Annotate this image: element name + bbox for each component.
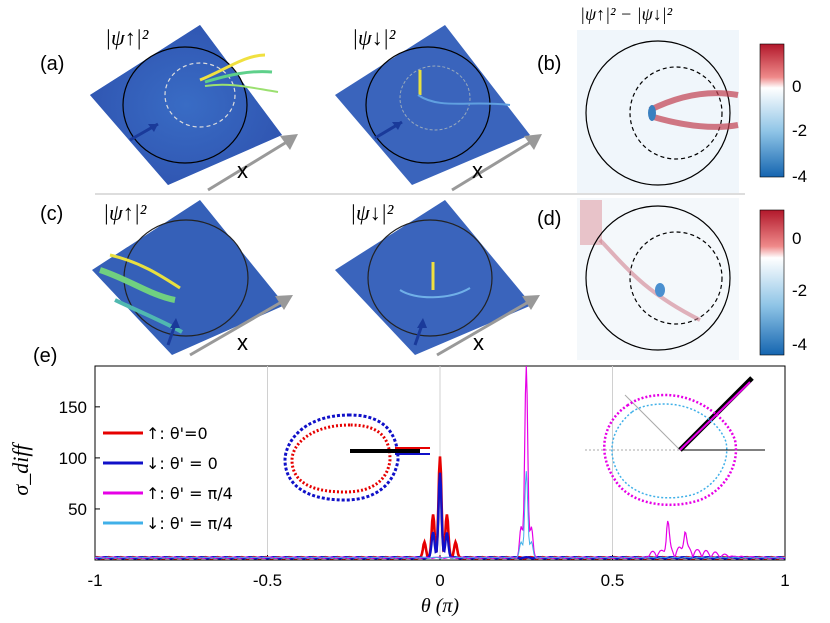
legend: ↑: θ'=0 ↓: θ' = 0 ↑: θ' = π/4 ↓: θ' = π/4 <box>103 424 233 533</box>
surface-plot-c-down <box>335 200 532 355</box>
axis-label-x-c-down: x <box>473 330 484 355</box>
axis-arrow-c-up <box>189 295 293 357</box>
panel-d-label: (d) <box>537 208 561 230</box>
x-tick-label: 1 <box>780 571 789 590</box>
panel-a-title-up: |ψ↑|² <box>105 25 149 50</box>
surface-plot-c-up <box>92 200 285 355</box>
panel-a-title-down: |ψ↓|² <box>352 25 396 50</box>
colorbar-d: 0 -2 -4 <box>759 209 807 356</box>
legend-entry: ↑: θ' = π/4 <box>146 484 233 503</box>
panel-b-label: (b) <box>537 53 561 75</box>
heatmap-b <box>577 30 739 193</box>
polar-inset-theta-0 <box>283 413 430 502</box>
surface-plot-a-down <box>335 25 530 185</box>
colorbar-b: 0 -2 -4 <box>759 43 807 186</box>
y-tick-label: 50 <box>68 500 87 519</box>
axis-label-x-c-up: x <box>237 330 248 355</box>
colorbar-b-tick-0: 0 <box>792 77 801 96</box>
chart-e: -1 -0.5 0 0.5 1 50 100 150 <box>59 365 790 590</box>
colorbar-b-tick-1: -2 <box>792 121 807 140</box>
y-ticks: 50 100 150 <box>59 398 100 519</box>
legend-entry: ↓: θ' = π/4 <box>146 514 233 533</box>
panel-c-title-down: |ψ↓|² <box>350 200 394 225</box>
panel-a-label: (a) <box>40 53 64 75</box>
y-tick-label: 100 <box>59 449 87 468</box>
polar-inset-theta-pi4 <box>585 376 765 506</box>
colorbar-d-tick-2: -4 <box>792 335 807 354</box>
panel-e-label: (e) <box>33 345 57 367</box>
x-tick-label: -1 <box>87 571 102 590</box>
heatmap-d <box>577 198 739 360</box>
y-tick-label: 150 <box>59 398 87 417</box>
x-tick-label: 0 <box>435 571 444 590</box>
axis-label-x-a-up: x <box>237 158 248 183</box>
panel-c-label: (c) <box>40 203 63 225</box>
series-line-4 <box>94 471 786 560</box>
surface-plot-a-up <box>90 25 282 185</box>
axis-arrow-a-down <box>451 134 542 192</box>
colorbar-d-tick-1: -2 <box>792 281 807 300</box>
series-line-3 <box>94 365 786 560</box>
axis-arrow-c-down <box>436 295 540 357</box>
x-ticks: -1 -0.5 0 0.5 1 <box>87 555 790 590</box>
colorbar-b-tick-2: -4 <box>792 167 807 186</box>
y-axis-label: σ_diff <box>8 442 33 496</box>
panel-c-title-up: |ψ↑|² <box>103 200 147 225</box>
axis-arrow-a-up <box>207 134 298 192</box>
legend-entry: ↑: θ'=0 <box>146 424 208 443</box>
series-curves <box>94 365 786 560</box>
axis-label-x-a-down: x <box>472 158 483 183</box>
x-tick-label: 0.5 <box>601 571 625 590</box>
legend-entry: ↓: θ' = 0 <box>146 454 218 473</box>
x-axis-label: θ (π) <box>421 595 460 617</box>
panel-b-title: |ψ↑|² − |ψ↓|² <box>580 4 673 24</box>
x-tick-label: -0.5 <box>253 571 282 590</box>
colorbar-d-tick-0: 0 <box>792 229 801 248</box>
